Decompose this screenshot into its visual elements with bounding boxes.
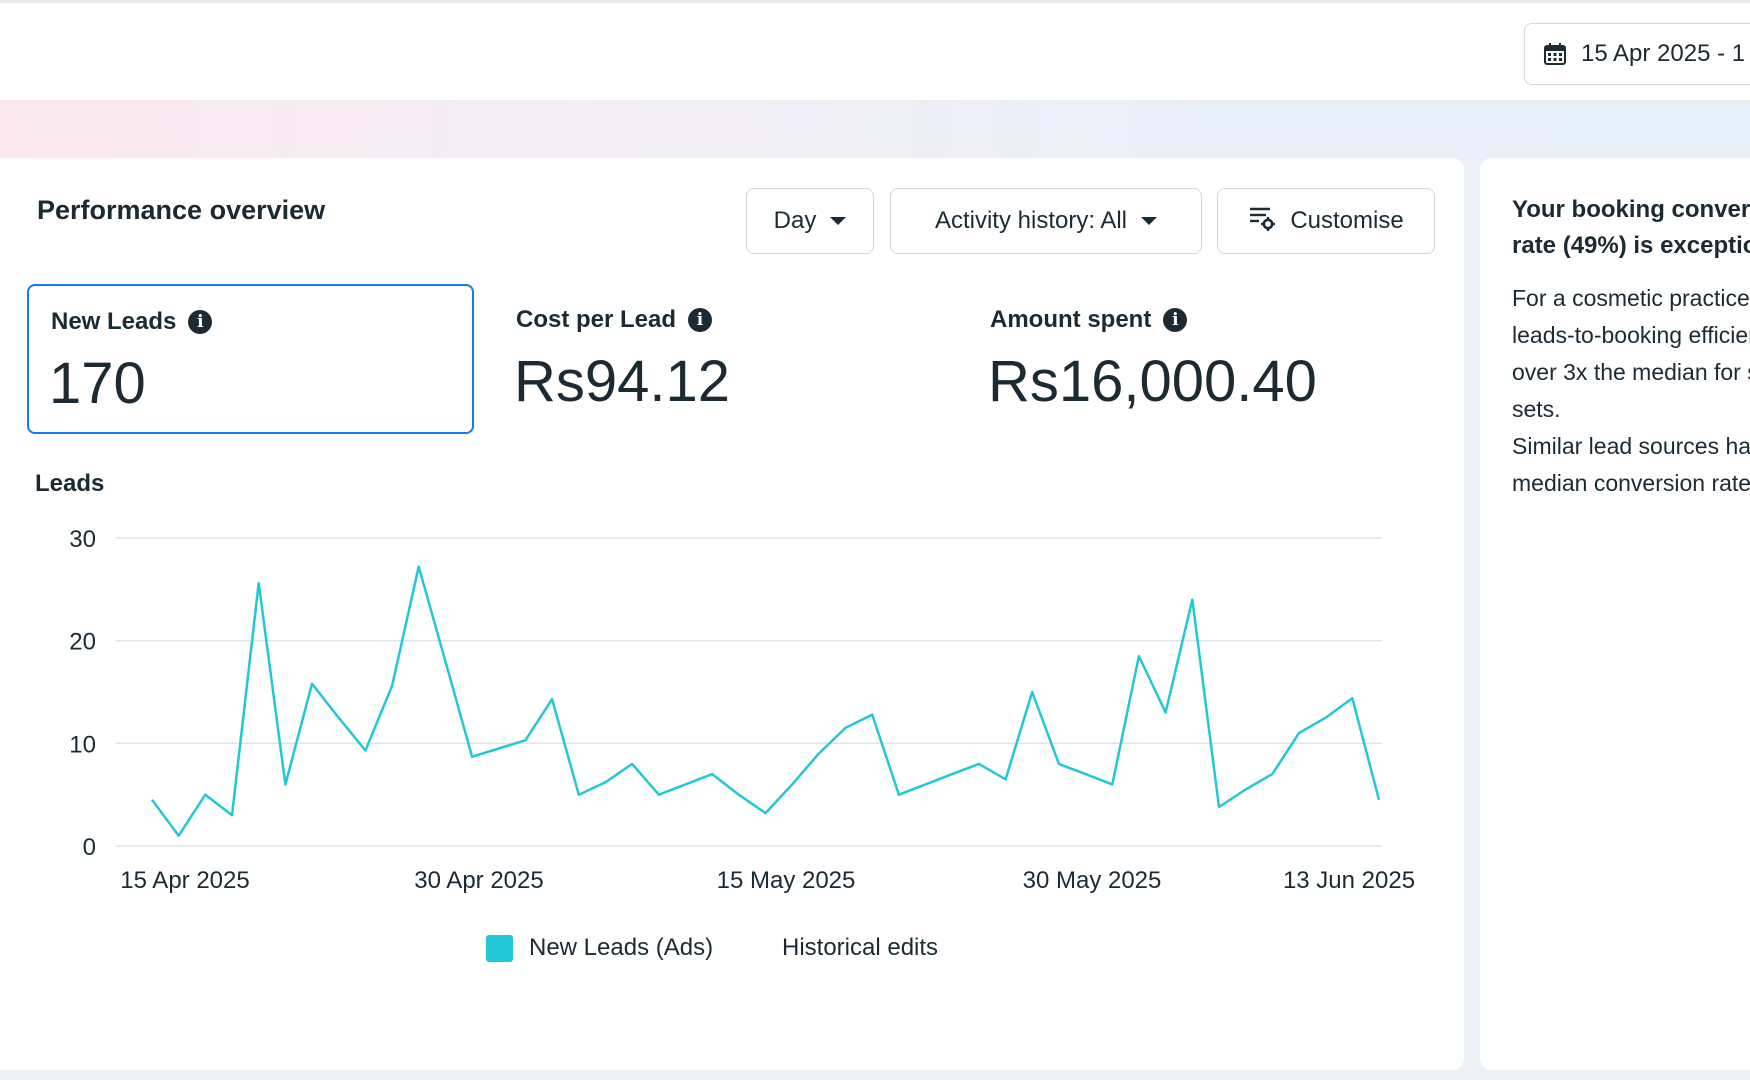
x-tick-label: 30 Apr 2025 [414, 867, 543, 894]
insight-title: Your booking conversion rate (49%) is ex… [1512, 196, 1750, 259]
data-point[interactable] [1161, 708, 1171, 718]
performance-card [0, 158, 1464, 1070]
legend-swatch [486, 934, 513, 962]
caret-down-icon [830, 217, 847, 225]
metric-card-amount-spent[interactable]: Amount spent i Rs16,000.40 [968, 284, 1438, 434]
leads-line-chart: 0 10 20 30 15 Apr 2025 30 Apr 2025 15 May 2025… [69, 526, 1415, 894]
y-tick-label: 30 [69, 526, 96, 553]
data-point[interactable] [974, 759, 984, 769]
data-point[interactable] [334, 713, 344, 723]
data-point[interactable] [601, 777, 611, 787]
data-point[interactable] [440, 656, 450, 666]
data-point[interactable] [387, 681, 397, 691]
insight-paragraph-2: Similar lead sources have a median conve… [1512, 433, 1750, 496]
y-tick-label: 20 [69, 629, 96, 656]
data-point[interactable] [227, 810, 237, 820]
insight-panel: Your booking conversion rate (49%) is ex… [1480, 158, 1750, 1070]
info-icon[interactable]: i [1163, 308, 1188, 332]
data-point[interactable] [1294, 728, 1304, 738]
info-icon[interactable]: i [688, 308, 713, 332]
data-point[interactable] [654, 790, 664, 800]
data-point[interactable] [174, 831, 184, 841]
insight-paragraph-1: For a cosmetic practice, your leads-to-b… [1512, 285, 1750, 422]
metric-label-new-leads: New Leads [51, 308, 177, 335]
metric-value-amount-spent: Rs16,000.40 [988, 349, 1317, 414]
data-point[interactable] [1081, 769, 1091, 779]
data-point[interactable] [307, 679, 317, 689]
legend-historical-edits[interactable]: Historical edits [782, 934, 938, 962]
data-point[interactable] [1374, 795, 1384, 805]
data-point[interactable] [574, 790, 584, 800]
data-point[interactable] [254, 578, 264, 588]
metric-card-new-leads[interactable]: New Leads i 170 [27, 284, 474, 434]
series-line-new-leads[interactable] [150, 565, 1381, 837]
data-point[interactable] [1054, 759, 1064, 769]
data-point[interactable] [520, 735, 530, 745]
metric-value-cost-per-lead: Rs94.12 [514, 349, 731, 414]
activity-history-dropdown[interactable]: Activity history: All [890, 188, 1202, 254]
data-point[interactable] [947, 769, 957, 779]
data-point[interactable] [147, 795, 157, 805]
metric-label-amount-spent: Amount spent [990, 306, 1152, 333]
caret-down-icon [1141, 217, 1158, 225]
gradient-band [0, 100, 1750, 160]
data-point[interactable] [1187, 595, 1197, 605]
data-point[interactable] [681, 779, 691, 789]
day-dropdown-label: Day [773, 207, 817, 234]
data-point[interactable] [761, 808, 771, 818]
performance-title: Performance overview [37, 195, 326, 225]
x-tick-label: 15 Apr 2025 [120, 867, 249, 894]
customise-label: Customise [1290, 207, 1404, 234]
data-point[interactable] [627, 759, 637, 769]
metric-value-new-leads: 170 [49, 351, 146, 416]
day-dropdown[interactable]: Day [746, 188, 874, 254]
activity-history-label: Activity history: All [934, 207, 1128, 234]
customise-button[interactable]: Customise [1217, 188, 1435, 254]
customise-icon [1248, 204, 1276, 239]
calendar-icon [1543, 42, 1567, 66]
data-point[interactable] [894, 790, 904, 800]
data-point[interactable] [787, 779, 797, 789]
data-point[interactable] [414, 562, 424, 572]
data-point[interactable] [867, 710, 877, 720]
date-range-picker[interactable]: 15 Apr 2025 - 1 [1524, 23, 1750, 85]
data-point[interactable] [547, 694, 557, 704]
data-point[interactable] [734, 790, 744, 800]
metric-card-cost-per-lead[interactable]: Cost per Lead i Rs94.12 [494, 284, 914, 434]
data-point[interactable] [1321, 713, 1331, 723]
y-tick-label: 0 [83, 834, 96, 861]
data-point[interactable] [814, 749, 824, 759]
legend-label-historical-edits: Historical edits [782, 934, 939, 961]
data-point[interactable] [1347, 693, 1357, 703]
y-tick-label: 10 [69, 731, 96, 758]
data-point[interactable] [360, 746, 370, 756]
data-point[interactable] [494, 744, 504, 754]
x-tick-label: 30 May 2025 [1023, 867, 1162, 894]
x-tick-label: 15 May 2025 [717, 867, 856, 894]
date-range-text: 15 Apr 2025 - 1 [1581, 40, 1746, 67]
top-bar: 15 Apr 2025 - 1 [0, 0, 1750, 103]
data-point[interactable] [280, 779, 290, 789]
data-point[interactable] [1214, 802, 1224, 812]
x-tick-label: 13 Jun 2025 [1283, 867, 1415, 894]
legend-new-leads[interactable]: New Leads (Ads) [486, 934, 713, 962]
data-point[interactable] [1027, 687, 1037, 697]
data-point[interactable] [467, 752, 477, 762]
data-point[interactable] [1107, 779, 1117, 789]
data-point[interactable] [707, 769, 717, 779]
data-point[interactable] [1241, 785, 1251, 795]
data-point[interactable] [1001, 774, 1011, 784]
chart-title: Leads [35, 470, 105, 497]
legend-label-new-leads: New Leads (Ads) [529, 934, 714, 961]
data-point[interactable] [1267, 769, 1277, 779]
data-point[interactable] [841, 723, 851, 733]
data-point[interactable] [921, 779, 931, 789]
data-point[interactable] [200, 790, 210, 800]
metric-label-cost-per-lead: Cost per Lead [516, 306, 677, 333]
info-icon[interactable]: i [188, 310, 213, 334]
data-point[interactable] [1134, 651, 1144, 661]
